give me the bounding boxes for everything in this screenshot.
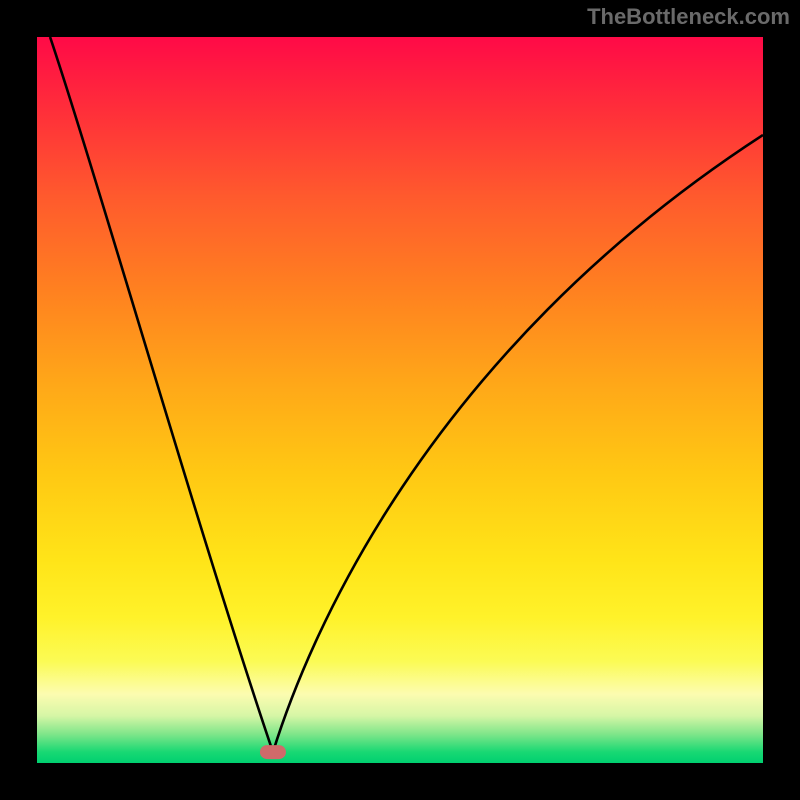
watermark-text: TheBottleneck.com [587, 4, 790, 30]
plot-background [37, 37, 763, 763]
bottleneck-chart [0, 0, 800, 800]
chart-container: TheBottleneck.com [0, 0, 800, 800]
optimal-point-marker [260, 745, 286, 759]
